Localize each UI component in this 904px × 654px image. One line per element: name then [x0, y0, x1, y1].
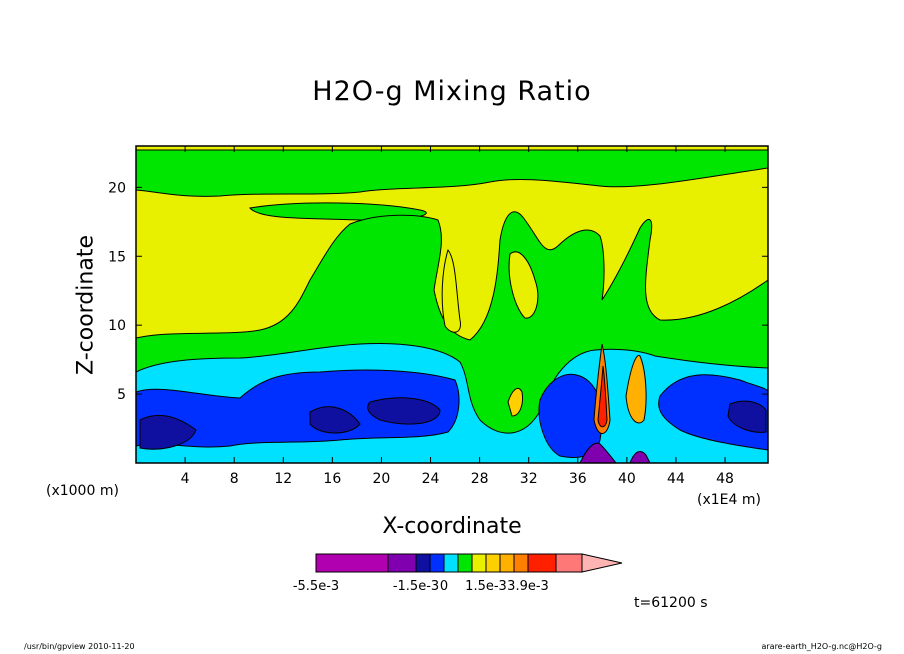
y-axis-label: Z-coordinate: [73, 235, 99, 375]
colorbar-swatch-1: [387, 553, 417, 573]
contour-upper-band: [136, 149, 768, 197]
x-tick-label-11: 48: [716, 471, 734, 487]
colorbar-swatch-11: [555, 553, 583, 573]
x-tick-label-9: 40: [618, 471, 636, 487]
colorbar-arrow: [581, 553, 623, 573]
colorbar-label-4: 3.9e-3: [507, 579, 549, 594]
footer-left: /usr/bin/gpview 2010-11-20: [24, 642, 135, 651]
y-tick-label-1: 10: [108, 318, 126, 334]
x-axis-label: X-coordinate: [382, 514, 522, 539]
x-unit-label: (x1000 m): [46, 483, 119, 499]
x-tick-label-0: 4: [181, 471, 190, 487]
colorbar-swatch-8: [499, 553, 515, 573]
colorbar-swatch-4: [443, 553, 459, 573]
x-tick-label-6: 28: [471, 471, 489, 487]
contour-yellow-tongue-1: [508, 251, 539, 319]
y-tick-label-0: 5: [117, 387, 126, 403]
colorbar-swatch-10: [527, 553, 557, 573]
chart-title: H2O-g Mixing Ratio: [312, 76, 592, 107]
contour-yellow-tongue-2: [441, 248, 462, 333]
colorbar-swatch-5: [457, 553, 473, 573]
x-tick-label-5: 24: [422, 471, 440, 487]
colorbar-swatch-0: [315, 553, 389, 573]
time-label: t=61200 s: [634, 595, 708, 611]
x-tick-label-1: 8: [230, 471, 239, 487]
contour-orange-right: [625, 355, 647, 424]
x-scale-label: (x1E4 m): [697, 492, 761, 508]
plot-frame: [135, 145, 769, 464]
contour-blue: [136, 369, 768, 458]
colorbar-label-3: 1.5e-3: [465, 579, 507, 594]
x-tick-label-8: 36: [569, 471, 587, 487]
contour-yellow-left: [507, 387, 523, 417]
colorbar-swatch-3: [429, 553, 445, 573]
footer-right: arare-earth_H2O-g.nc@H2O-g: [761, 642, 882, 651]
x-tick-label-3: 16: [323, 471, 341, 487]
colorbar-swatch-2: [415, 553, 431, 573]
colorbar-swatch-9: [513, 553, 529, 573]
colorbar-swatch-7: [485, 553, 501, 573]
contour-core-red: [597, 365, 608, 428]
x-tick-label-10: 44: [667, 471, 685, 487]
x-tick-label-4: 20: [373, 471, 391, 487]
colorbar-label-1: -1.5e-3: [393, 579, 439, 594]
contour-purple: [579, 442, 651, 463]
colorbar-label-2: 0: [440, 579, 448, 594]
colorbar-swatch-6: [471, 553, 487, 573]
x-tick-label-7: 32: [520, 471, 538, 487]
x-tick-label-2: 12: [274, 471, 292, 487]
colorbar: -5.5e-3 -1.5e-3 0 1.5e-3 3.9e-3: [293, 553, 623, 594]
colorbar-label-0: -5.5e-3: [293, 579, 339, 594]
y-tick-label-3: 20: [108, 180, 126, 196]
contour-dark-blue: [139, 397, 767, 450]
y-tick-label-2: 15: [108, 249, 126, 265]
